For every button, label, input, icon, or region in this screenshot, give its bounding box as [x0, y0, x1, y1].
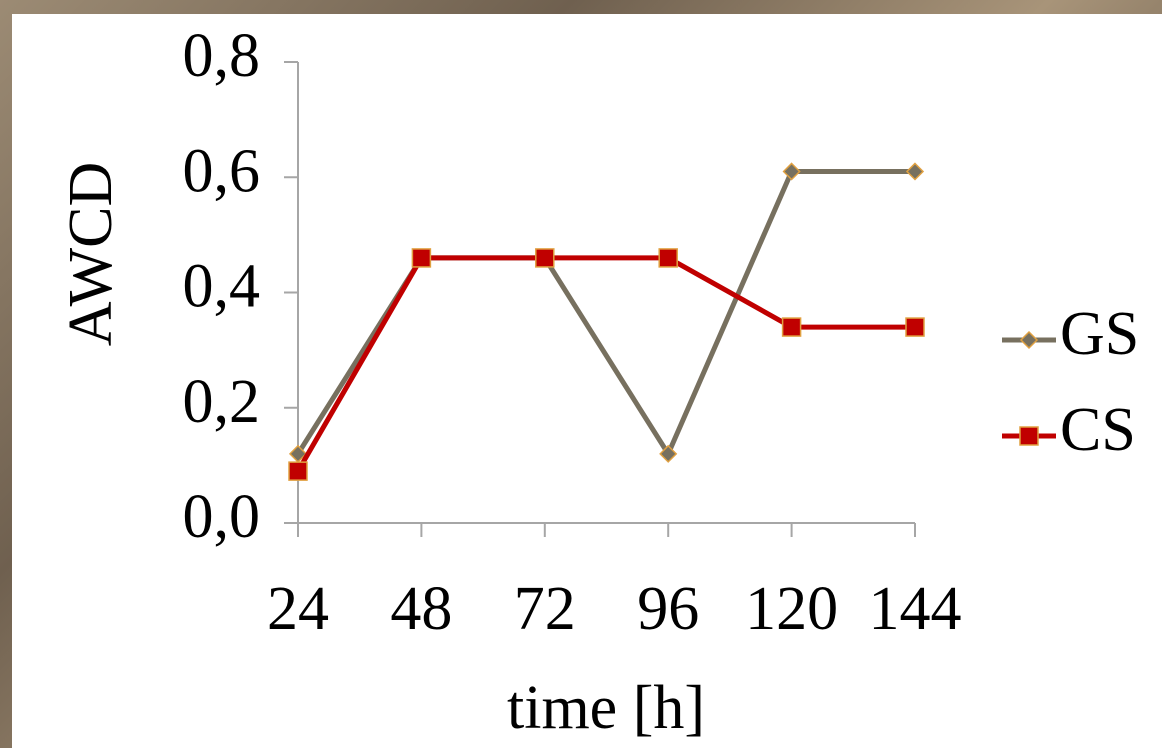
- x-axis-label: time [h]: [507, 674, 705, 742]
- legend-label: GS: [1060, 300, 1139, 368]
- x-tick-label: 48: [390, 575, 452, 643]
- data-point: [289, 462, 307, 480]
- x-tick-label: 120: [745, 575, 838, 643]
- y-axis-label: AWCD: [57, 162, 125, 346]
- y-tick-label: 0,0: [183, 483, 261, 551]
- data-point: [659, 249, 677, 267]
- frame: AWCD time [h] 0,0 0,2 0,4 0,6 0,8 24 48 72 96 120…: [0, 0, 1162, 748]
- y-tick-label: 0,2: [183, 368, 261, 436]
- data-point: [783, 318, 801, 336]
- y-tick-label: 0,6: [183, 137, 261, 205]
- x-tick-label: 24: [267, 575, 329, 643]
- y-tick-label: 0,4: [183, 253, 261, 321]
- legend-marker: [1020, 427, 1038, 445]
- data-point: [906, 318, 924, 336]
- chart: AWCD time [h] 0,0 0,2 0,4 0,6 0,8 24 48 72 96 120…: [12, 14, 1162, 748]
- legend-label: CS: [1060, 396, 1136, 464]
- data-point: [412, 249, 430, 267]
- x-tick-label: 72: [514, 575, 576, 643]
- x-tick-label: 144: [869, 575, 962, 643]
- y-tick-label: 0,8: [183, 22, 261, 90]
- x-tick-label: 96: [637, 575, 699, 643]
- data-point: [536, 249, 554, 267]
